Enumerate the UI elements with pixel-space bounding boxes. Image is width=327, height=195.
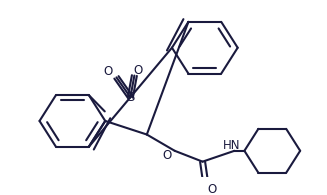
Text: O: O xyxy=(104,66,113,78)
Text: O: O xyxy=(134,64,143,77)
Text: O: O xyxy=(207,183,216,195)
Text: S: S xyxy=(126,91,135,104)
Text: HN: HN xyxy=(223,139,240,152)
Text: O: O xyxy=(162,149,171,162)
